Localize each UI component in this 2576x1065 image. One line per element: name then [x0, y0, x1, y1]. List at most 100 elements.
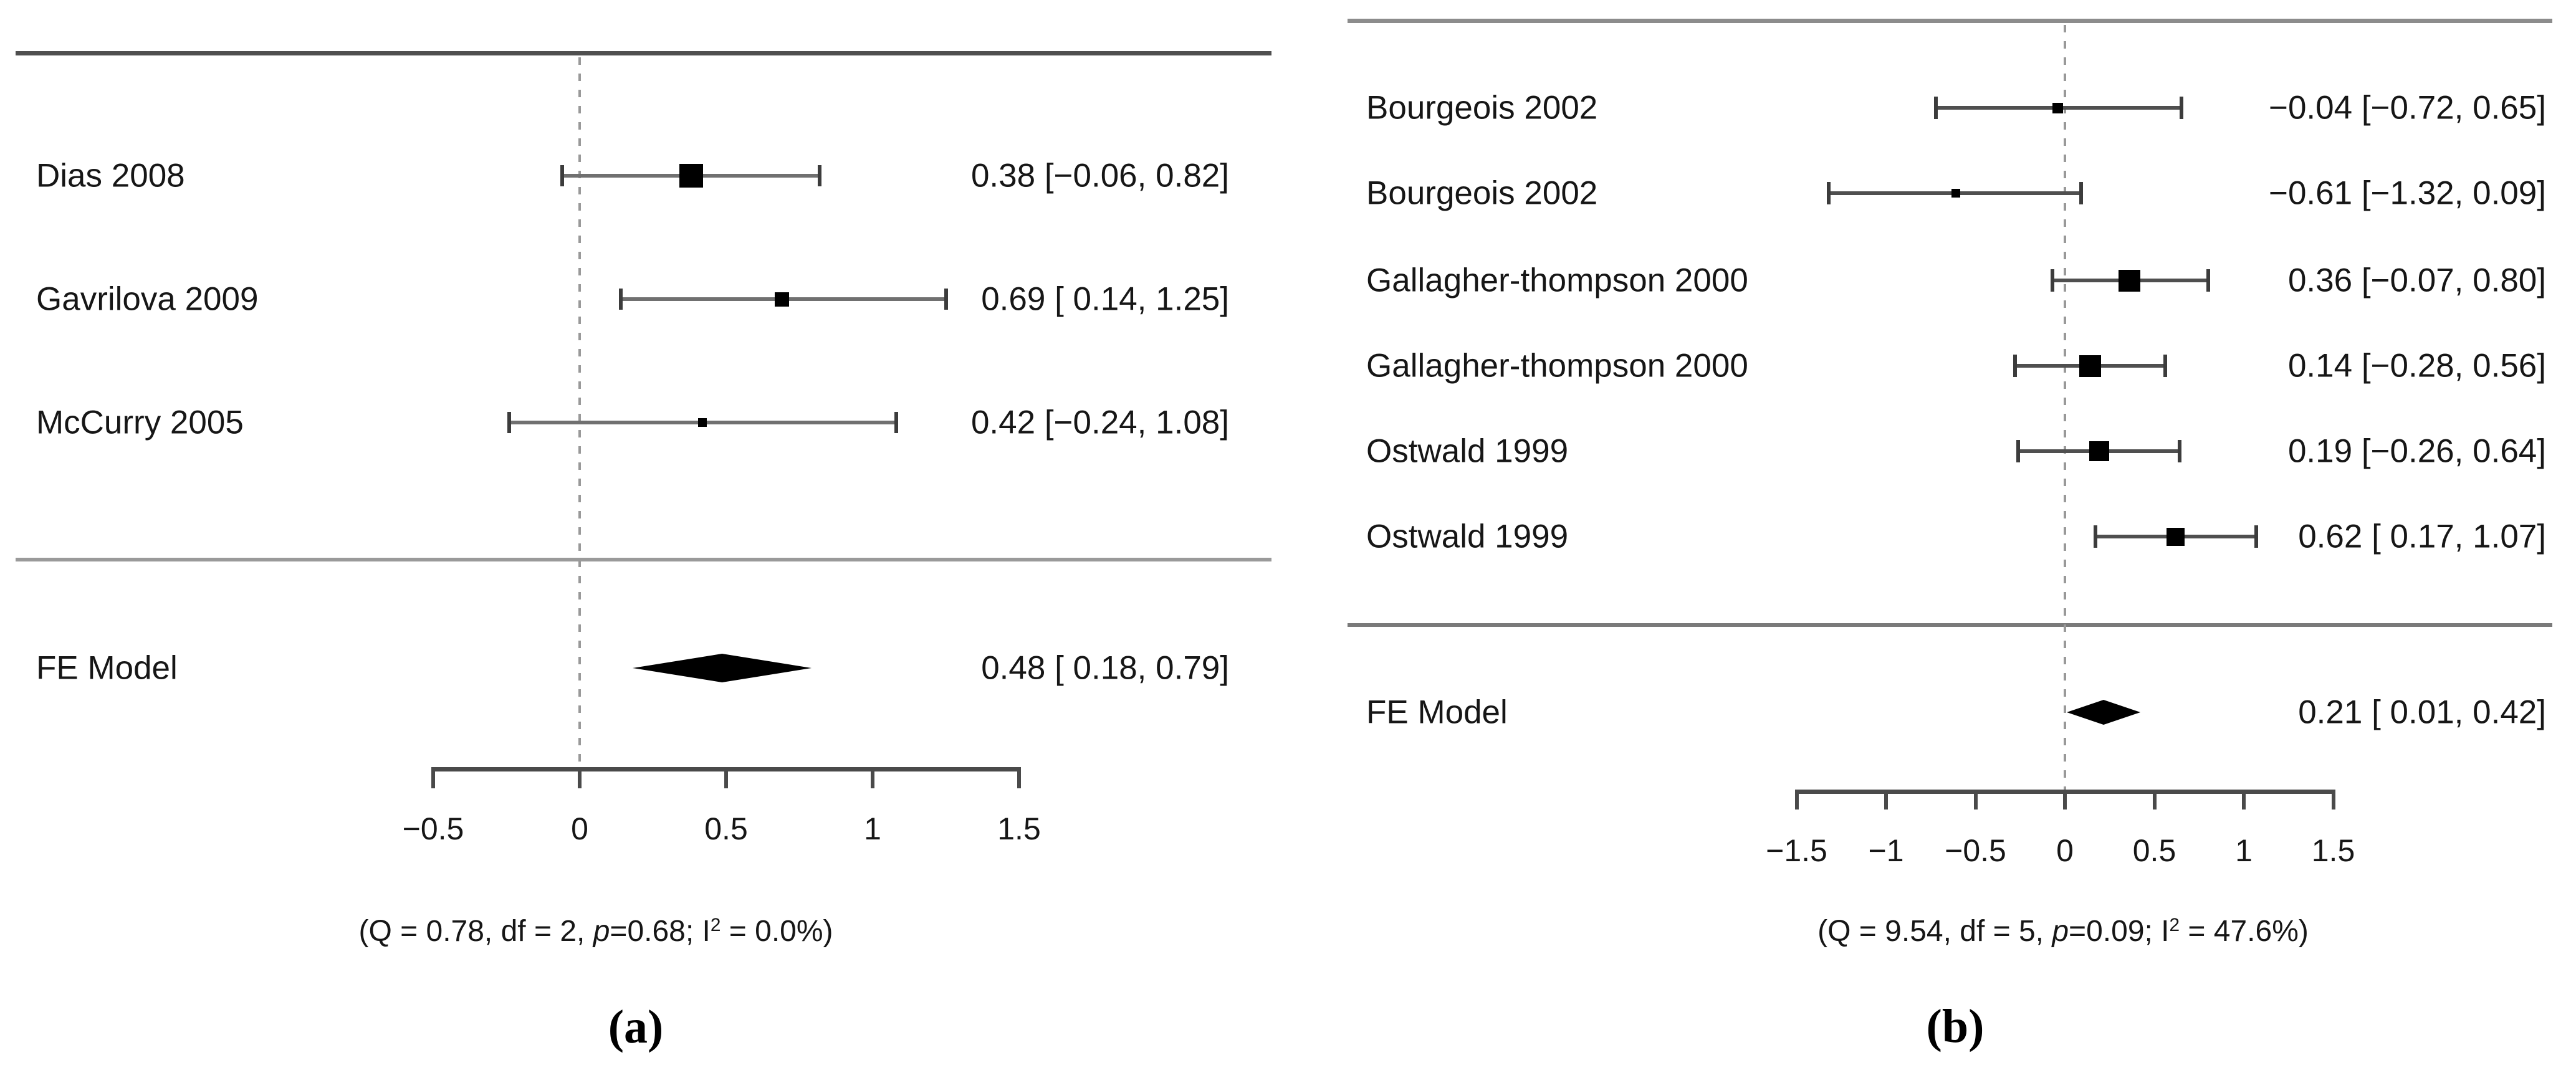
x-axis-tick — [724, 767, 728, 788]
panel-caption-b: (b) — [1926, 1000, 1985, 1053]
ci-cap-left — [1934, 97, 1938, 119]
x-axis-tick — [1794, 790, 1799, 809]
x-axis-tick — [2242, 790, 2246, 809]
panel-caption-a: (a) — [608, 1001, 664, 1053]
heterogeneity-stats: (Q = 0.78, df = 2, p=0.68; I2 = 0.0%) — [358, 914, 833, 948]
summary-annotation: 0.21 [ 0.01, 0.42] — [2298, 694, 2546, 731]
study-label: Bourgeois 2002 — [1366, 174, 1598, 212]
summary-diamond — [2066, 700, 2140, 725]
heterogeneity-stats: (Q = 9.54, df = 5, p=0.09; I2 = 47.6%) — [1817, 914, 2309, 948]
ci-cap-right — [944, 289, 948, 310]
x-axis-tick-label: 0 — [2056, 833, 2074, 868]
ci-cap-left — [560, 165, 564, 186]
stats-text-part: p — [2052, 915, 2069, 948]
ci-cap-right — [2177, 440, 2181, 462]
panel-top-rule — [1348, 19, 2552, 23]
effect-size-box — [2079, 355, 2101, 377]
summary-annotation: 0.48 [ 0.18, 0.79] — [981, 649, 1229, 687]
study-label: Bourgeois 2002 — [1366, 89, 1598, 127]
study-label: Ostwald 1999 — [1366, 432, 1569, 470]
estimate-annotation: 0.14 [−0.28, 0.56] — [2287, 347, 2546, 384]
summary-label: FE Model — [1366, 694, 1508, 731]
x-axis-tick — [2331, 790, 2335, 809]
effect-size-box — [2167, 527, 2185, 546]
study-label: Gallagher-thompson 2000 — [1366, 262, 1748, 299]
estimate-annotation: −0.04 [−0.72, 0.65] — [2269, 89, 2546, 127]
x-axis-tick-label: 1.5 — [997, 811, 1041, 846]
x-axis-tick-label: 0.5 — [2132, 833, 2176, 868]
zero-reference-line — [578, 57, 581, 767]
x-axis-tick — [1017, 767, 1021, 788]
ci-cap-left — [2050, 269, 2054, 292]
ci-cap-right — [2206, 269, 2210, 292]
x-axis-tick-label: −0.5 — [402, 811, 464, 846]
x-axis-tick — [1884, 790, 1888, 809]
estimate-annotation: −0.61 [−1.32, 0.09] — [2269, 174, 2546, 212]
x-axis-tick-label: 0.5 — [704, 811, 748, 846]
zero-reference-line — [2064, 25, 2066, 790]
ci-cap-right — [2079, 182, 2083, 204]
ci-cap-left — [2013, 355, 2017, 377]
stats-text-part: (Q = 9.54, df = 5, — [1817, 915, 2052, 948]
x-axis-tick — [1973, 790, 1978, 809]
stats-text-part: p — [593, 915, 610, 948]
ci-cap-right — [2254, 525, 2259, 548]
x-axis-tick-label: −1 — [1868, 833, 1904, 868]
estimate-annotation: 0.62 [ 0.17, 1.07] — [2298, 518, 2546, 555]
x-axis-tick-label: −0.5 — [1945, 833, 2006, 868]
x-axis-tick — [2152, 790, 2157, 809]
x-axis-tick — [431, 767, 435, 788]
i-squared-superscript: 2 — [710, 914, 721, 935]
effect-size-box — [679, 164, 703, 188]
x-axis-tick — [2063, 790, 2067, 809]
estimate-annotation: 0.38 [−0.06, 0.82] — [970, 157, 1229, 194]
x-axis-tick-label: 1.5 — [2311, 833, 2355, 868]
ci-cap-right — [894, 412, 898, 433]
effect-size-box — [774, 292, 789, 307]
summary-label: FE Model — [36, 649, 178, 687]
effect-size-box — [1951, 189, 1960, 198]
panel-separator-rule — [1348, 623, 2552, 627]
x-axis-tick-label: 0 — [571, 811, 588, 846]
stats-text-part: (Q = 0.78, df = 2, — [358, 915, 593, 948]
ci-cap-left — [1827, 182, 1831, 204]
stats-text-part: = 0.0%) — [721, 915, 833, 948]
x-axis-tick-label: 1 — [864, 811, 881, 846]
summary-diamond — [632, 654, 812, 682]
x-axis-tick-label: −1.5 — [1766, 833, 1827, 868]
panel-top-rule — [16, 51, 1271, 55]
study-label: McCurry 2005 — [36, 404, 244, 441]
estimate-annotation: 0.69 [ 0.14, 1.25] — [981, 280, 1229, 318]
x-axis-tick — [578, 767, 582, 788]
study-label: Gavrilova 2009 — [36, 280, 259, 318]
effect-size-box — [2089, 441, 2109, 461]
ci-cap-right — [2163, 355, 2167, 377]
ci-cap-left — [2016, 440, 2021, 462]
summary-diamond-shape — [2066, 700, 2140, 725]
effect-size-box — [698, 418, 707, 427]
stats-text-part: =0.09; I — [2069, 915, 2170, 948]
ci-cap-left — [618, 289, 623, 310]
summary-diamond-shape — [632, 654, 812, 682]
estimate-annotation: 0.42 [−0.24, 1.08] — [970, 404, 1229, 441]
study-label: Gallagher-thompson 2000 — [1366, 347, 1748, 384]
stats-text-part: = 47.6%) — [2180, 915, 2309, 948]
x-axis-tick — [871, 767, 874, 788]
effect-size-box — [2118, 269, 2140, 292]
ci-cap-left — [507, 412, 512, 433]
panel-separator-rule — [16, 558, 1271, 561]
effect-size-box — [2052, 102, 2064, 113]
ci-cap-left — [2093, 525, 2097, 548]
ci-cap-right — [818, 165, 822, 186]
study-label: Dias 2008 — [36, 157, 185, 194]
x-axis-tick-label: 1 — [2235, 833, 2253, 868]
stats-text-part: =0.68; I — [610, 915, 711, 948]
ci-cap-right — [2179, 97, 2183, 119]
i-squared-superscript: 2 — [2169, 914, 2180, 935]
estimate-annotation: 0.19 [−0.26, 0.64] — [2287, 432, 2546, 470]
estimate-annotation: 0.36 [−0.07, 0.80] — [2287, 262, 2546, 299]
study-label: Ostwald 1999 — [1366, 518, 1569, 555]
